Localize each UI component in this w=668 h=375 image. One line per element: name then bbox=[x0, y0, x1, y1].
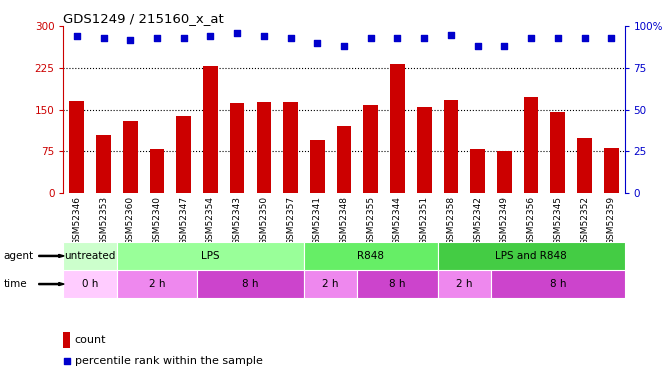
Point bbox=[419, 35, 430, 41]
Point bbox=[98, 35, 109, 41]
Point bbox=[61, 358, 72, 364]
Bar bbox=[63, 332, 71, 348]
Text: 2 h: 2 h bbox=[323, 279, 339, 289]
Text: 8 h: 8 h bbox=[242, 279, 259, 289]
Bar bbox=[363, 105, 378, 193]
Bar bbox=[524, 98, 538, 193]
Bar bbox=[470, 148, 485, 193]
Bar bbox=[96, 135, 111, 193]
Point bbox=[446, 32, 456, 38]
Text: 2 h: 2 h bbox=[456, 279, 472, 289]
Bar bbox=[604, 147, 619, 193]
Bar bbox=[444, 100, 458, 193]
Bar bbox=[176, 116, 191, 193]
Point bbox=[392, 35, 403, 41]
Bar bbox=[150, 148, 164, 193]
Bar bbox=[577, 138, 592, 193]
Text: percentile rank within the sample: percentile rank within the sample bbox=[75, 356, 263, 366]
Text: LPS: LPS bbox=[201, 251, 220, 261]
Bar bbox=[304, 242, 438, 270]
Point bbox=[285, 35, 296, 41]
Point bbox=[579, 35, 590, 41]
Text: LPS and R848: LPS and R848 bbox=[495, 251, 567, 261]
Bar bbox=[257, 102, 271, 193]
Bar bbox=[491, 270, 625, 298]
Bar bbox=[283, 102, 298, 193]
Point bbox=[526, 35, 536, 41]
Point bbox=[205, 33, 216, 39]
Text: 8 h: 8 h bbox=[550, 279, 566, 289]
Text: 0 h: 0 h bbox=[82, 279, 98, 289]
Bar bbox=[304, 270, 357, 298]
Bar bbox=[230, 103, 244, 193]
Bar bbox=[123, 121, 138, 193]
Point bbox=[606, 35, 617, 41]
Bar bbox=[197, 270, 304, 298]
Bar bbox=[203, 66, 218, 193]
Text: time: time bbox=[3, 279, 27, 289]
Point bbox=[178, 35, 189, 41]
Bar bbox=[117, 242, 304, 270]
Bar bbox=[497, 152, 512, 193]
Bar bbox=[69, 101, 84, 193]
Bar bbox=[438, 242, 625, 270]
Text: untreated: untreated bbox=[65, 251, 116, 261]
Bar bbox=[357, 270, 438, 298]
Point bbox=[499, 43, 510, 49]
Bar bbox=[63, 242, 117, 270]
Point bbox=[125, 37, 136, 43]
Bar bbox=[438, 270, 491, 298]
Text: 2 h: 2 h bbox=[149, 279, 165, 289]
Text: R848: R848 bbox=[357, 251, 384, 261]
Point bbox=[472, 43, 483, 49]
Point bbox=[339, 43, 349, 49]
Bar bbox=[310, 140, 325, 193]
Bar bbox=[390, 64, 405, 193]
Point bbox=[365, 35, 376, 41]
Bar bbox=[117, 270, 197, 298]
Bar bbox=[337, 126, 351, 193]
Text: 8 h: 8 h bbox=[389, 279, 405, 289]
Point bbox=[152, 35, 162, 41]
Bar bbox=[63, 270, 117, 298]
Bar bbox=[417, 107, 432, 193]
Text: GDS1249 / 215160_x_at: GDS1249 / 215160_x_at bbox=[63, 12, 224, 25]
Point bbox=[312, 40, 323, 46]
Point bbox=[71, 33, 82, 39]
Text: agent: agent bbox=[3, 251, 33, 261]
Text: count: count bbox=[75, 335, 106, 345]
Point bbox=[232, 30, 242, 36]
Bar bbox=[550, 112, 565, 193]
Point bbox=[552, 35, 563, 41]
Point bbox=[259, 33, 269, 39]
